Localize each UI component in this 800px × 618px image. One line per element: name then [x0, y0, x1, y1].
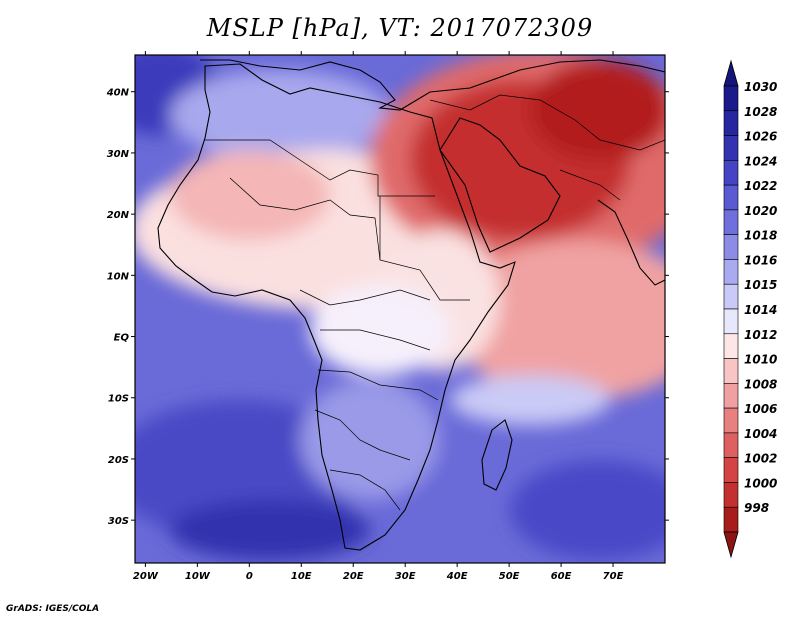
- indian-ocean-low: [450, 240, 665, 400]
- europe-coastline: [200, 59, 665, 111]
- colorbar-swatch: [723, 184, 739, 211]
- lon-tick-label: 0: [246, 571, 253, 582]
- colorbar-label: 1014: [744, 303, 777, 317]
- lon-tick-label: 40E: [446, 571, 468, 582]
- colorbar-swatch: [723, 209, 739, 235]
- congo-band: [310, 285, 450, 375]
- colorbar-label: 1000: [744, 476, 777, 490]
- lon-tick-label: 50E: [499, 571, 520, 582]
- india-coastline: [597, 199, 665, 286]
- colorbar-swatch: [723, 85, 739, 112]
- madagascar-coastline: [481, 419, 513, 491]
- colorbar-swatch: [723, 234, 739, 260]
- lon-tick-label: 10W: [185, 571, 211, 582]
- colorbar-label: 1030: [744, 80, 777, 94]
- colorbar-swatch: [723, 308, 739, 335]
- lat-tick-label: 20N: [107, 210, 130, 221]
- coastlines: [157, 59, 665, 551]
- colorbar: 1030 1028 1026 1024 1022 1020 1018 1016 1015 1014…: [723, 59, 777, 559]
- lon-tick-label: 20W: [133, 571, 159, 582]
- lon-tick-label: 20E: [343, 571, 364, 582]
- lat-tick-label: EQ: [114, 333, 130, 344]
- lon-tick-label: 60E: [551, 571, 572, 582]
- mascarene-high: [510, 460, 665, 560]
- colorbar-label: 1006: [744, 402, 777, 416]
- arabia-coastline: [439, 117, 561, 253]
- colorbar-label: 1010: [744, 353, 777, 367]
- colorbar-swatch: [723, 383, 739, 409]
- colorbar-label: 1020: [744, 204, 777, 218]
- colorbar-label: 998: [744, 501, 769, 515]
- lat-tick-label: 20S: [108, 455, 129, 466]
- colorbar-label: 1026: [744, 130, 777, 144]
- africa-coastline: [157, 63, 516, 551]
- colorbar-swatch: [723, 482, 739, 508]
- colorbar-swatch: [723, 333, 739, 359]
- colorbar-swatch: [723, 283, 739, 310]
- lat-tick-label: 40N: [106, 88, 130, 99]
- colorbar-label: 1015: [744, 278, 777, 292]
- colorbar-swatch: [723, 457, 739, 483]
- pressure-field: [135, 55, 665, 563]
- credit-label: GrADS: IGES/COLA: [6, 604, 100, 614]
- sahara-low: [170, 150, 330, 240]
- indian-ocean-gradient: [450, 375, 610, 425]
- colorbar-swatch: [723, 432, 739, 458]
- colorbar-swatch: [723, 135, 739, 161]
- lon-tick-label: 30E: [395, 571, 416, 582]
- colorbar-label: 1004: [744, 427, 777, 441]
- lon-tick-label: 70E: [603, 571, 624, 582]
- colorbar-swatch: [723, 407, 739, 434]
- colorbar-swatch: [723, 358, 739, 384]
- colorbar-swatch: [723, 259, 739, 285]
- lat-tick-label: 10S: [108, 394, 129, 405]
- colorbar-swatch: [723, 160, 739, 186]
- plot-title: MSLP [hPa], VT: 2017072309: [206, 14, 594, 42]
- colorbar-label: 1012: [744, 328, 777, 342]
- lat-tick-label: 30S: [108, 516, 129, 527]
- south-atlantic-core: [170, 500, 370, 560]
- colorbar-label: 1028: [744, 105, 777, 119]
- colorbar-label: 1022: [744, 179, 777, 193]
- colorbar-label: 1024: [744, 154, 777, 168]
- colorbar-label: 1008: [744, 377, 777, 391]
- colorbar-top-arrow: [723, 59, 739, 87]
- lat-tick-label: 30N: [107, 149, 130, 160]
- lon-tick-label: 10E: [291, 571, 312, 582]
- colorbar-label: 1002: [744, 452, 777, 466]
- colorbar-swatch: [723, 506, 739, 533]
- colorbar-label: 1016: [744, 253, 777, 267]
- colorbar-swatch: [723, 110, 739, 136]
- colorbar-bottom-arrow: [723, 531, 739, 559]
- southern-africa: [300, 380, 440, 500]
- iran-low-core: [530, 60, 665, 160]
- country-borders: [205, 94, 665, 511]
- map-frame: [134, 54, 666, 564]
- colorbar-label: 1018: [744, 229, 777, 243]
- lat-tick-label: 10N: [107, 271, 130, 282]
- axis-ticks: 20W 10W 0 10E 20E 30E 40E 50E 60E 70E 40N 30N 20N 10N…: [106, 51, 669, 582]
